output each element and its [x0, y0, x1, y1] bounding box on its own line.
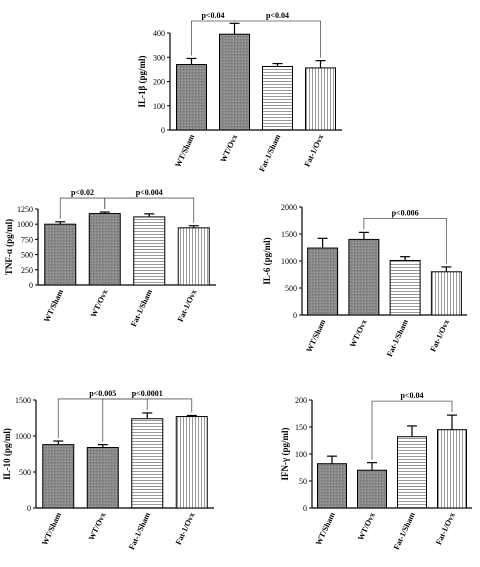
category-label: WT/Sham: [314, 511, 337, 547]
y-tick-label: 1250: [17, 205, 33, 214]
y-tick-label: 0: [293, 311, 297, 320]
category-label: Fat-1/Ovx: [428, 318, 451, 353]
bar: [88, 213, 121, 286]
category-label: WT/Sham: [40, 511, 63, 547]
bar: [175, 416, 208, 509]
bar: [307, 247, 339, 316]
category-label: Fat-1/Sham: [385, 318, 410, 358]
category-label: Fat-1/Sham: [127, 511, 152, 551]
p-value-label: p<0.006: [392, 208, 419, 217]
significance-bracket: [234, 20, 321, 58]
significance-bracket: [371, 400, 453, 460]
bar: [133, 216, 166, 286]
category-label: WT/Ovx: [89, 288, 110, 319]
y-tick-label: 50: [299, 477, 307, 486]
significance-bracket: [102, 398, 193, 442]
y-axis-label: IL-1β (pg/ml): [137, 56, 147, 108]
y-axis-label: IL-10 (pg/ml): [2, 428, 12, 480]
category-label: WT/Ovx: [219, 133, 240, 164]
y-tick-label: 500: [21, 251, 33, 260]
bar: [317, 463, 347, 509]
bar: [219, 33, 250, 131]
bar: [430, 271, 462, 316]
category-label: WT/Sham: [42, 288, 65, 324]
p-value-label: p<0.005: [89, 389, 116, 398]
category-label: Fat-1/Ovx: [174, 511, 197, 546]
p-value-label: p<0.04: [201, 11, 224, 20]
p-value-label: p<0.004: [136, 188, 163, 197]
category-label: WT/Ovx: [348, 318, 369, 349]
y-tick-label: 0: [161, 126, 165, 135]
category-label: Fat-1/Ovx: [434, 511, 457, 546]
p-value-label: p<0.02: [71, 188, 94, 197]
y-tick-label: 250: [21, 266, 33, 275]
chart-5: 0 50 100 150 200 IFN-γ (pg/ml) WT/Sham WT/Ovx Fa…: [280, 391, 472, 551]
significance-bracket: [104, 197, 195, 223]
category-label: WT/Ovx: [356, 511, 377, 542]
bar: [357, 469, 387, 509]
bar: [262, 65, 293, 131]
y-axis-label: TNF-α (pg/ml): [4, 219, 14, 275]
category-label: Fat-1/Ovx: [176, 288, 199, 323]
bar: [397, 436, 427, 509]
p-value-label: p<0.0001: [132, 389, 163, 398]
p-value-label: p<0.04: [266, 11, 289, 20]
y-tick-label: 200: [295, 396, 307, 405]
y-tick-label: 100: [153, 102, 165, 111]
bar: [176, 64, 207, 131]
bar: [131, 418, 164, 509]
bar: [305, 67, 336, 131]
y-tick-label: 2000: [281, 203, 297, 212]
category-label: Fat-1/Sham: [129, 288, 154, 328]
y-tick-label: 400: [153, 29, 165, 38]
y-tick-label: 150: [295, 423, 307, 432]
y-tick-label: 300: [153, 53, 165, 62]
y-axis-label: IFN-γ (pg/ml): [280, 428, 290, 481]
bar: [348, 238, 380, 316]
significance-bracket: [363, 217, 447, 264]
y-tick-label: 1500: [15, 396, 31, 405]
chart-4: 0 500 1000 1500 IL-10 (pg/ml) WT/Sham WT/Ovx Fa…: [2, 389, 214, 551]
chart-1: 0 100 200 300 400 IL-1β (pg/ml) WT/Sham WT/Ovx F…: [137, 11, 342, 173]
bar: [44, 223, 77, 286]
y-tick-label: 0: [29, 281, 33, 290]
y-tick-label: 1500: [281, 230, 297, 239]
y-tick-label: 1000: [17, 220, 33, 229]
category-label: WT/Sham: [173, 133, 196, 169]
y-tick-label: 500: [19, 468, 31, 477]
bar: [86, 447, 119, 509]
category-label: Fat-1/Sham: [257, 133, 282, 173]
chart-3: 0 500 1000 1500 2000 IL-6 (pg/ml) WT/Sham WT/Ov…: [262, 203, 467, 358]
category-label: Fat-1/Ovx: [303, 133, 326, 168]
y-tick-label: 100: [295, 450, 307, 459]
p-value-label: p<0.04: [400, 391, 423, 400]
y-tick-label: 750: [21, 235, 33, 244]
y-axis-label: IL-6 (pg/ml): [262, 237, 272, 284]
bar: [177, 227, 210, 286]
category-label: WT/Sham: [304, 318, 327, 354]
y-tick-label: 200: [153, 78, 165, 87]
bar: [437, 429, 467, 509]
y-tick-label: 1000: [281, 257, 297, 266]
category-label: Fat-1/Sham: [392, 511, 417, 551]
bar: [389, 259, 421, 316]
category-label: WT/Ovx: [87, 511, 108, 542]
y-tick-label: 500: [285, 284, 297, 293]
y-tick-label: 1000: [15, 432, 31, 441]
bar: [42, 444, 75, 509]
y-tick-label: 0: [27, 504, 31, 513]
y-tick-label: 0: [303, 504, 307, 513]
